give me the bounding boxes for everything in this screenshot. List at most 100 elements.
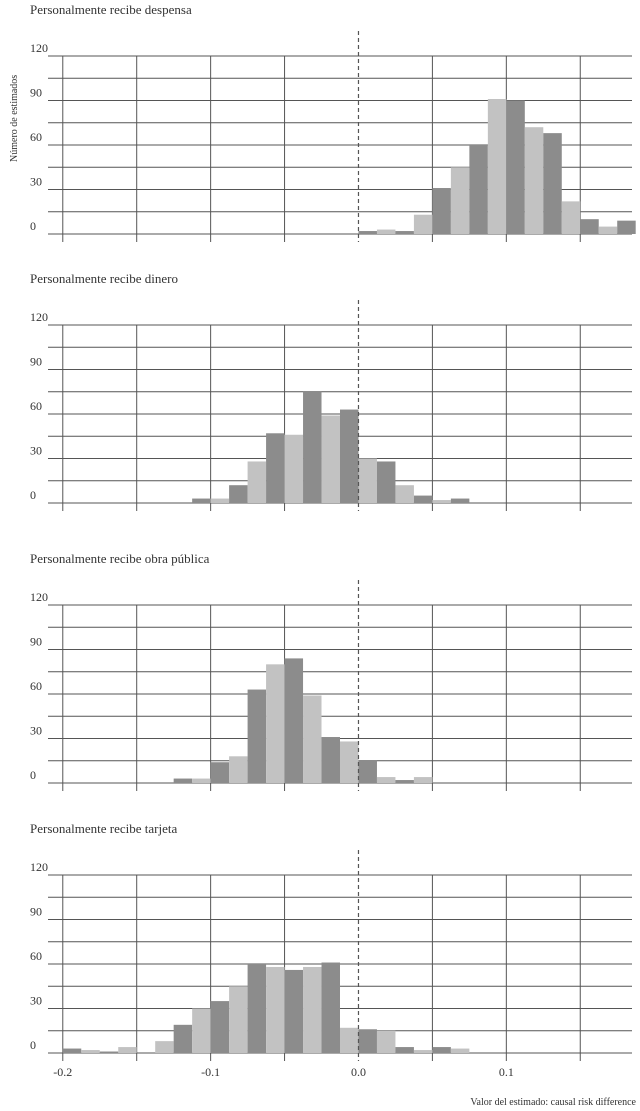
histogram-bar	[450, 1048, 470, 1053]
histogram-bar	[561, 201, 581, 234]
histogram-bar	[340, 741, 359, 783]
histogram-bar	[229, 756, 248, 783]
histogram-bar	[543, 133, 562, 234]
y-tick-label: 60	[30, 130, 42, 144]
panel-title: Personalmente recibe dinero	[30, 271, 178, 286]
histogram-bar	[210, 498, 230, 503]
histogram-bar	[118, 1047, 137, 1053]
histogram-bar	[284, 434, 304, 503]
y-axis-label: Número de estimados	[9, 75, 20, 162]
y-tick-label: 30	[30, 444, 42, 458]
histogram-bar	[155, 1041, 174, 1053]
histogram-bar	[432, 188, 451, 234]
histogram-bar	[598, 226, 618, 234]
x-tick-label: 0.1	[499, 1065, 514, 1079]
histogram-bar	[210, 1001, 230, 1053]
y-tick-label: 120	[30, 310, 48, 324]
histogram-bar	[358, 760, 377, 783]
histogram-bar	[229, 986, 248, 1053]
histogram-bar	[340, 409, 359, 503]
histogram-bar	[413, 495, 433, 503]
panel-1: Personalmente recibe despensa 0 30 60 90 120	[30, 2, 636, 242]
y-tick-label: 0	[30, 488, 36, 502]
y-tick-label: 120	[30, 590, 48, 604]
y-tick-label: 120	[30, 860, 48, 874]
histogram-bar	[321, 962, 340, 1053]
histogram-bar	[376, 777, 396, 783]
x-tick-label: 0.0	[351, 1065, 366, 1079]
y-tick-label: 90	[30, 635, 42, 649]
histogram-bar	[413, 1050, 433, 1053]
histogram-bar	[192, 498, 211, 503]
y-tick-label: 60	[30, 679, 42, 693]
histogram-bar	[358, 1029, 377, 1053]
panel-title: Personalmente recibe despensa	[30, 2, 192, 17]
histogram-bar	[469, 145, 488, 234]
histogram-bar	[266, 966, 285, 1053]
histogram-bar	[62, 1048, 82, 1053]
histogram-bar	[210, 762, 230, 783]
histogram-bar	[192, 778, 211, 783]
histogram-bar	[524, 127, 544, 234]
histogram-bar	[395, 485, 414, 503]
histogram-bar	[303, 391, 322, 503]
histogram-bar	[247, 964, 267, 1053]
histogram-bar	[432, 1047, 451, 1053]
y-tick-label: 90	[30, 905, 42, 919]
histogram-bar	[376, 461, 396, 503]
histogram-bar	[450, 167, 470, 234]
histogram-bar	[340, 1027, 359, 1053]
y-tick-label: 90	[30, 86, 42, 100]
histogram-bar	[173, 1024, 193, 1053]
histogram-bar	[376, 229, 396, 234]
histogram-bar	[284, 658, 304, 783]
histogram-bar	[395, 780, 414, 783]
histogram-bar	[173, 778, 193, 783]
histogram-bar	[303, 695, 322, 783]
histogram-bar	[321, 737, 340, 783]
histogram-bar	[432, 500, 451, 503]
histogram-bar	[358, 231, 377, 234]
panel-3: Personalmente recibe obra pública 0 30 60 90…	[30, 551, 632, 791]
panel-4: Personalmente recibe tarjeta 0 30 60 90 120	[30, 821, 632, 1061]
histogram-bar	[247, 461, 267, 503]
y-tick-label: 90	[30, 355, 42, 369]
y-tick-label: 0	[30, 1038, 36, 1052]
histogram-bar	[376, 1030, 396, 1053]
histogram-bar	[450, 498, 470, 503]
x-axis-label: Valor del estimado: causal risk differen…	[470, 1097, 636, 1108]
histogram-bar	[321, 415, 340, 503]
panel-title: Personalmente recibe tarjeta	[30, 821, 177, 836]
histogram-bar	[358, 458, 377, 503]
histogram-bar	[247, 689, 267, 783]
y-tick-label: 30	[30, 724, 42, 738]
y-tick-label: 30	[30, 175, 42, 189]
histogram-bar	[617, 220, 636, 234]
histogram-bar	[192, 1008, 211, 1053]
histogram-bar	[506, 100, 525, 234]
histogram-bar	[99, 1051, 119, 1053]
y-tick-label: 60	[30, 399, 42, 413]
histogram-bar	[266, 664, 285, 783]
y-tick-label: 0	[30, 768, 36, 782]
histogram-bar	[413, 777, 433, 783]
y-tick-label: 0	[30, 219, 36, 233]
x-tick-label: -0.1	[201, 1065, 220, 1079]
histogram-bar	[395, 231, 414, 234]
histogram-bar	[284, 969, 304, 1053]
histogram-bar	[81, 1050, 100, 1053]
panel-2: Personalmente recibe dinero 0 30 60 90 120	[30, 271, 632, 511]
histogram-bar	[580, 219, 599, 234]
y-tick-label: 60	[30, 949, 42, 963]
histogram-bar	[395, 1047, 414, 1053]
histogram-bar	[266, 433, 285, 503]
x-tick-label: -0.2	[53, 1065, 72, 1079]
histogram-bar	[413, 214, 433, 234]
y-tick-label: 30	[30, 994, 42, 1008]
histogram-bar	[229, 485, 248, 503]
panel-title: Personalmente recibe obra pública	[30, 551, 210, 566]
histogram-bar	[303, 966, 322, 1053]
y-tick-label: 120	[30, 41, 48, 55]
histogram-bar	[487, 99, 507, 235]
